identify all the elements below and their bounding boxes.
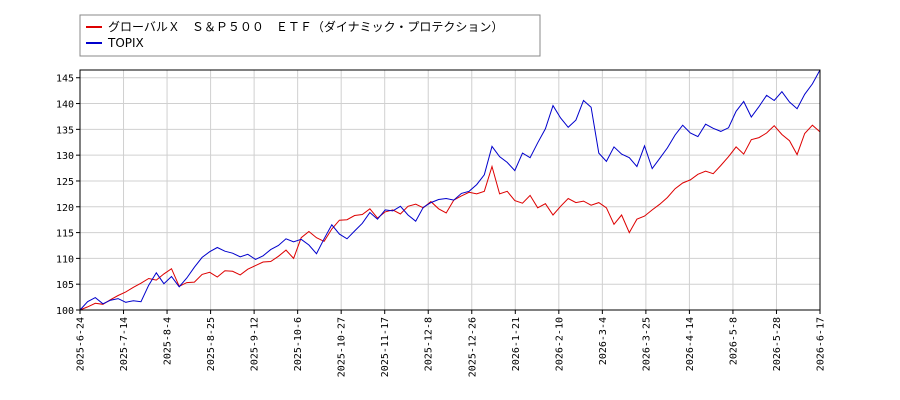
- x-tick-label: 2025-10-27: [337, 317, 348, 377]
- y-tick-label: 120: [56, 203, 74, 214]
- x-tick-label: 2026-3-4: [598, 317, 609, 365]
- series-lines: [79, 69, 821, 311]
- x-tick-label: 2025-8-4: [163, 317, 174, 365]
- plot-frame: [79, 69, 821, 311]
- series-line-1: [79, 69, 821, 311]
- y-tick-label: 110: [56, 254, 74, 265]
- legend: グローバルＸ Ｓ＆Ｐ５００ ＥＴＦ（ダイナミック・プロテクション） TOPIX: [79, 14, 541, 57]
- y-tick-label: 115: [56, 229, 74, 240]
- x-tick-label: 2026-5-8: [728, 317, 739, 365]
- x-tick-label: 2025-12-8: [424, 317, 435, 371]
- x-tick-label: 2025-7-14: [119, 317, 130, 371]
- y-axis: 100 105 110 115 120 125 130 135 140 145: [56, 74, 80, 317]
- x-tick-label: 2025-10-6: [293, 317, 304, 371]
- grid-lines: [79, 70, 821, 311]
- x-tick-label: 2026-4-14: [685, 317, 696, 371]
- x-tick-label: 2025-11-17: [380, 317, 391, 377]
- y-tick-label: 100: [56, 306, 74, 317]
- legend-label-1: TOPIX: [107, 36, 144, 50]
- x-tick-label: 2026-1-21: [511, 317, 522, 371]
- x-tick-label: 2025-8-25: [206, 317, 217, 371]
- x-tick-label: 2025-9-12: [250, 317, 261, 371]
- x-axis: 2025-6-24 2025-7-14 2025-8-4 2025-8-25 2025-…: [76, 310, 827, 377]
- y-tick-label: 135: [56, 125, 74, 136]
- y-tick-label: 125: [56, 177, 74, 188]
- legend-label-0: グローバルＸ Ｓ＆Ｐ５００ ＥＴＦ（ダイナミック・プロテクション）: [108, 19, 503, 34]
- x-tick-label: 2025-6-24: [76, 317, 87, 371]
- y-tick-label: 140: [56, 100, 74, 111]
- y-tick-label: 130: [56, 151, 74, 162]
- x-tick-label: 2026-2-10: [554, 317, 565, 371]
- x-tick-label: 2026-6-17: [816, 317, 827, 371]
- series-line-0: [79, 124, 821, 311]
- y-tick-label: 105: [56, 280, 74, 291]
- x-tick-label: 2025-12-26: [467, 317, 478, 377]
- legend-box: [79, 14, 541, 57]
- x-tick-label: 2026-3-25: [641, 317, 652, 371]
- y-tick-label: 145: [56, 74, 74, 85]
- x-tick-label: 2026-5-28: [772, 317, 783, 371]
